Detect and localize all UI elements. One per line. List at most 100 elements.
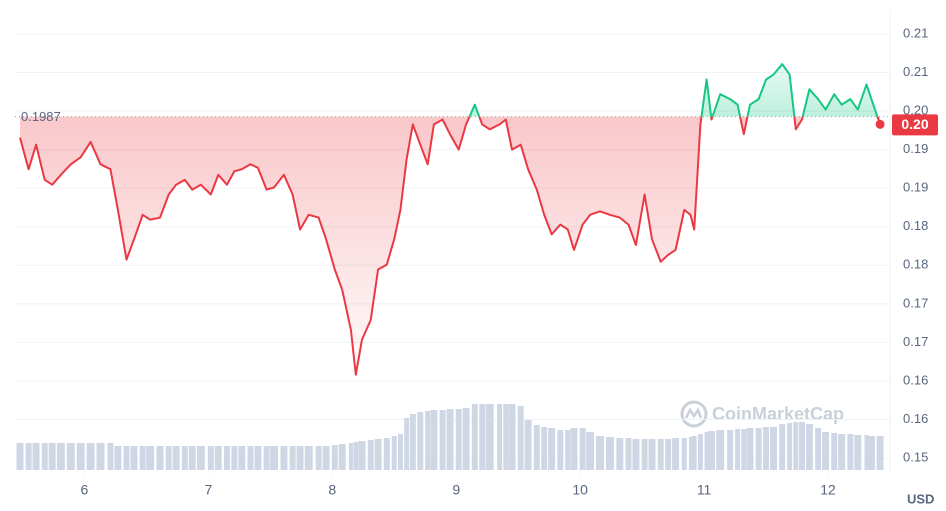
volume-bar — [404, 418, 410, 470]
volume-bar — [716, 430, 725, 470]
volume-bar — [746, 428, 754, 470]
volume-bar — [430, 410, 438, 470]
volume-bar — [697, 434, 703, 470]
volume-bar — [96, 443, 105, 470]
volume-bar — [524, 420, 532, 470]
volume-bar — [280, 446, 288, 470]
volume-bar — [579, 428, 586, 470]
volume-bar — [439, 410, 446, 470]
reference-label: 0.1987 — [21, 109, 61, 124]
watermark-logo — [680, 400, 708, 428]
y-tick-label: 0.21 — [903, 25, 928, 40]
volume-bar — [763, 427, 770, 470]
watermark-text: CoinMarketCap — [712, 404, 844, 424]
volume-bar — [462, 408, 470, 470]
volume-bar — [353, 442, 359, 470]
price-line-below — [19, 116, 882, 376]
volume-bar — [471, 404, 478, 470]
volume-bar — [130, 446, 138, 470]
y-tick-label: 0.16 — [903, 411, 928, 426]
volume-bar — [864, 435, 869, 470]
y-tick-label: 0.18 — [903, 218, 928, 233]
volume-bar — [425, 411, 431, 470]
y-tick-label: 0.15 — [903, 450, 928, 465]
volume-bar — [263, 446, 270, 470]
volume-bar — [367, 440, 374, 470]
volume-bar — [56, 443, 65, 470]
x-tick-label: 9 — [452, 482, 460, 498]
volume-bar — [648, 439, 656, 470]
volume-bar — [665, 439, 672, 470]
volume-bar — [32, 443, 40, 470]
volume-bar — [508, 404, 516, 470]
volume-bar — [586, 432, 595, 470]
volume-bar — [383, 438, 390, 470]
volume-bar — [557, 430, 564, 470]
y-tick-label: 0.20 — [903, 102, 928, 117]
y-tick-label: 0.17 — [903, 295, 928, 310]
volume-bar — [497, 404, 503, 470]
volume-bar — [793, 422, 799, 470]
volume-bar — [25, 443, 32, 470]
volume-bar — [146, 446, 155, 470]
volume-bar — [533, 425, 540, 470]
volume-bar — [805, 424, 813, 470]
volume-bar — [214, 446, 222, 470]
volume-bar — [625, 438, 632, 470]
x-tick-label: 11 — [697, 482, 712, 498]
volume-bar — [681, 438, 687, 470]
volume-bar — [479, 404, 486, 470]
volume-bar — [417, 412, 424, 470]
volume-bar — [409, 414, 416, 470]
y-tick-label: 0.18 — [903, 257, 928, 272]
volume-bar — [691, 436, 697, 470]
y-tick-label: 0.17 — [903, 334, 928, 349]
volume-bar — [223, 446, 230, 470]
volume-bar — [123, 446, 130, 470]
volume-bar — [348, 443, 353, 470]
volume-bar — [139, 446, 146, 470]
volume-bar — [570, 428, 578, 470]
volume-bar — [188, 446, 196, 470]
volume-bar — [727, 430, 734, 470]
volume-bar — [548, 428, 556, 470]
currency-label: USD — [907, 491, 934, 506]
volume-bar — [374, 439, 382, 470]
volume-bar — [270, 446, 278, 470]
volume-bar — [76, 443, 85, 470]
y-tick-label: 0.19 — [903, 180, 928, 195]
volume-bar — [616, 438, 624, 470]
volume-bar — [322, 446, 330, 470]
volume-bar — [596, 436, 604, 470]
volume-bar — [304, 446, 313, 470]
volume-bar — [455, 409, 462, 470]
volume-bar — [181, 446, 188, 470]
x-tick-label: 7 — [204, 482, 212, 498]
y-tick-label: 0.19 — [903, 141, 928, 156]
volume-bar — [48, 443, 56, 470]
y-tick-label: 0.16 — [903, 372, 928, 387]
volume-bar — [847, 434, 854, 470]
volume-bar — [207, 446, 214, 470]
volume-bar — [397, 434, 403, 470]
volume-bar — [641, 439, 648, 470]
volume-bar — [231, 446, 238, 470]
volume-bar — [114, 446, 122, 470]
price-badge — [892, 114, 938, 136]
volume-bar — [632, 439, 640, 470]
volume-bar — [66, 443, 75, 470]
volume-bar — [296, 446, 304, 470]
volume-bar — [172, 446, 180, 470]
watermark-logo-mark — [684, 407, 703, 419]
volume-bar — [517, 406, 524, 470]
volume-bar — [787, 423, 793, 470]
volume-bar — [16, 443, 24, 470]
x-tick-label: 12 — [820, 482, 836, 498]
volume-bar — [876, 436, 884, 470]
x-tick-label: 10 — [572, 482, 588, 498]
volume-bar — [704, 432, 709, 470]
volume-bar — [735, 429, 741, 470]
volume-bar — [779, 424, 786, 470]
volume-bar — [755, 428, 762, 470]
